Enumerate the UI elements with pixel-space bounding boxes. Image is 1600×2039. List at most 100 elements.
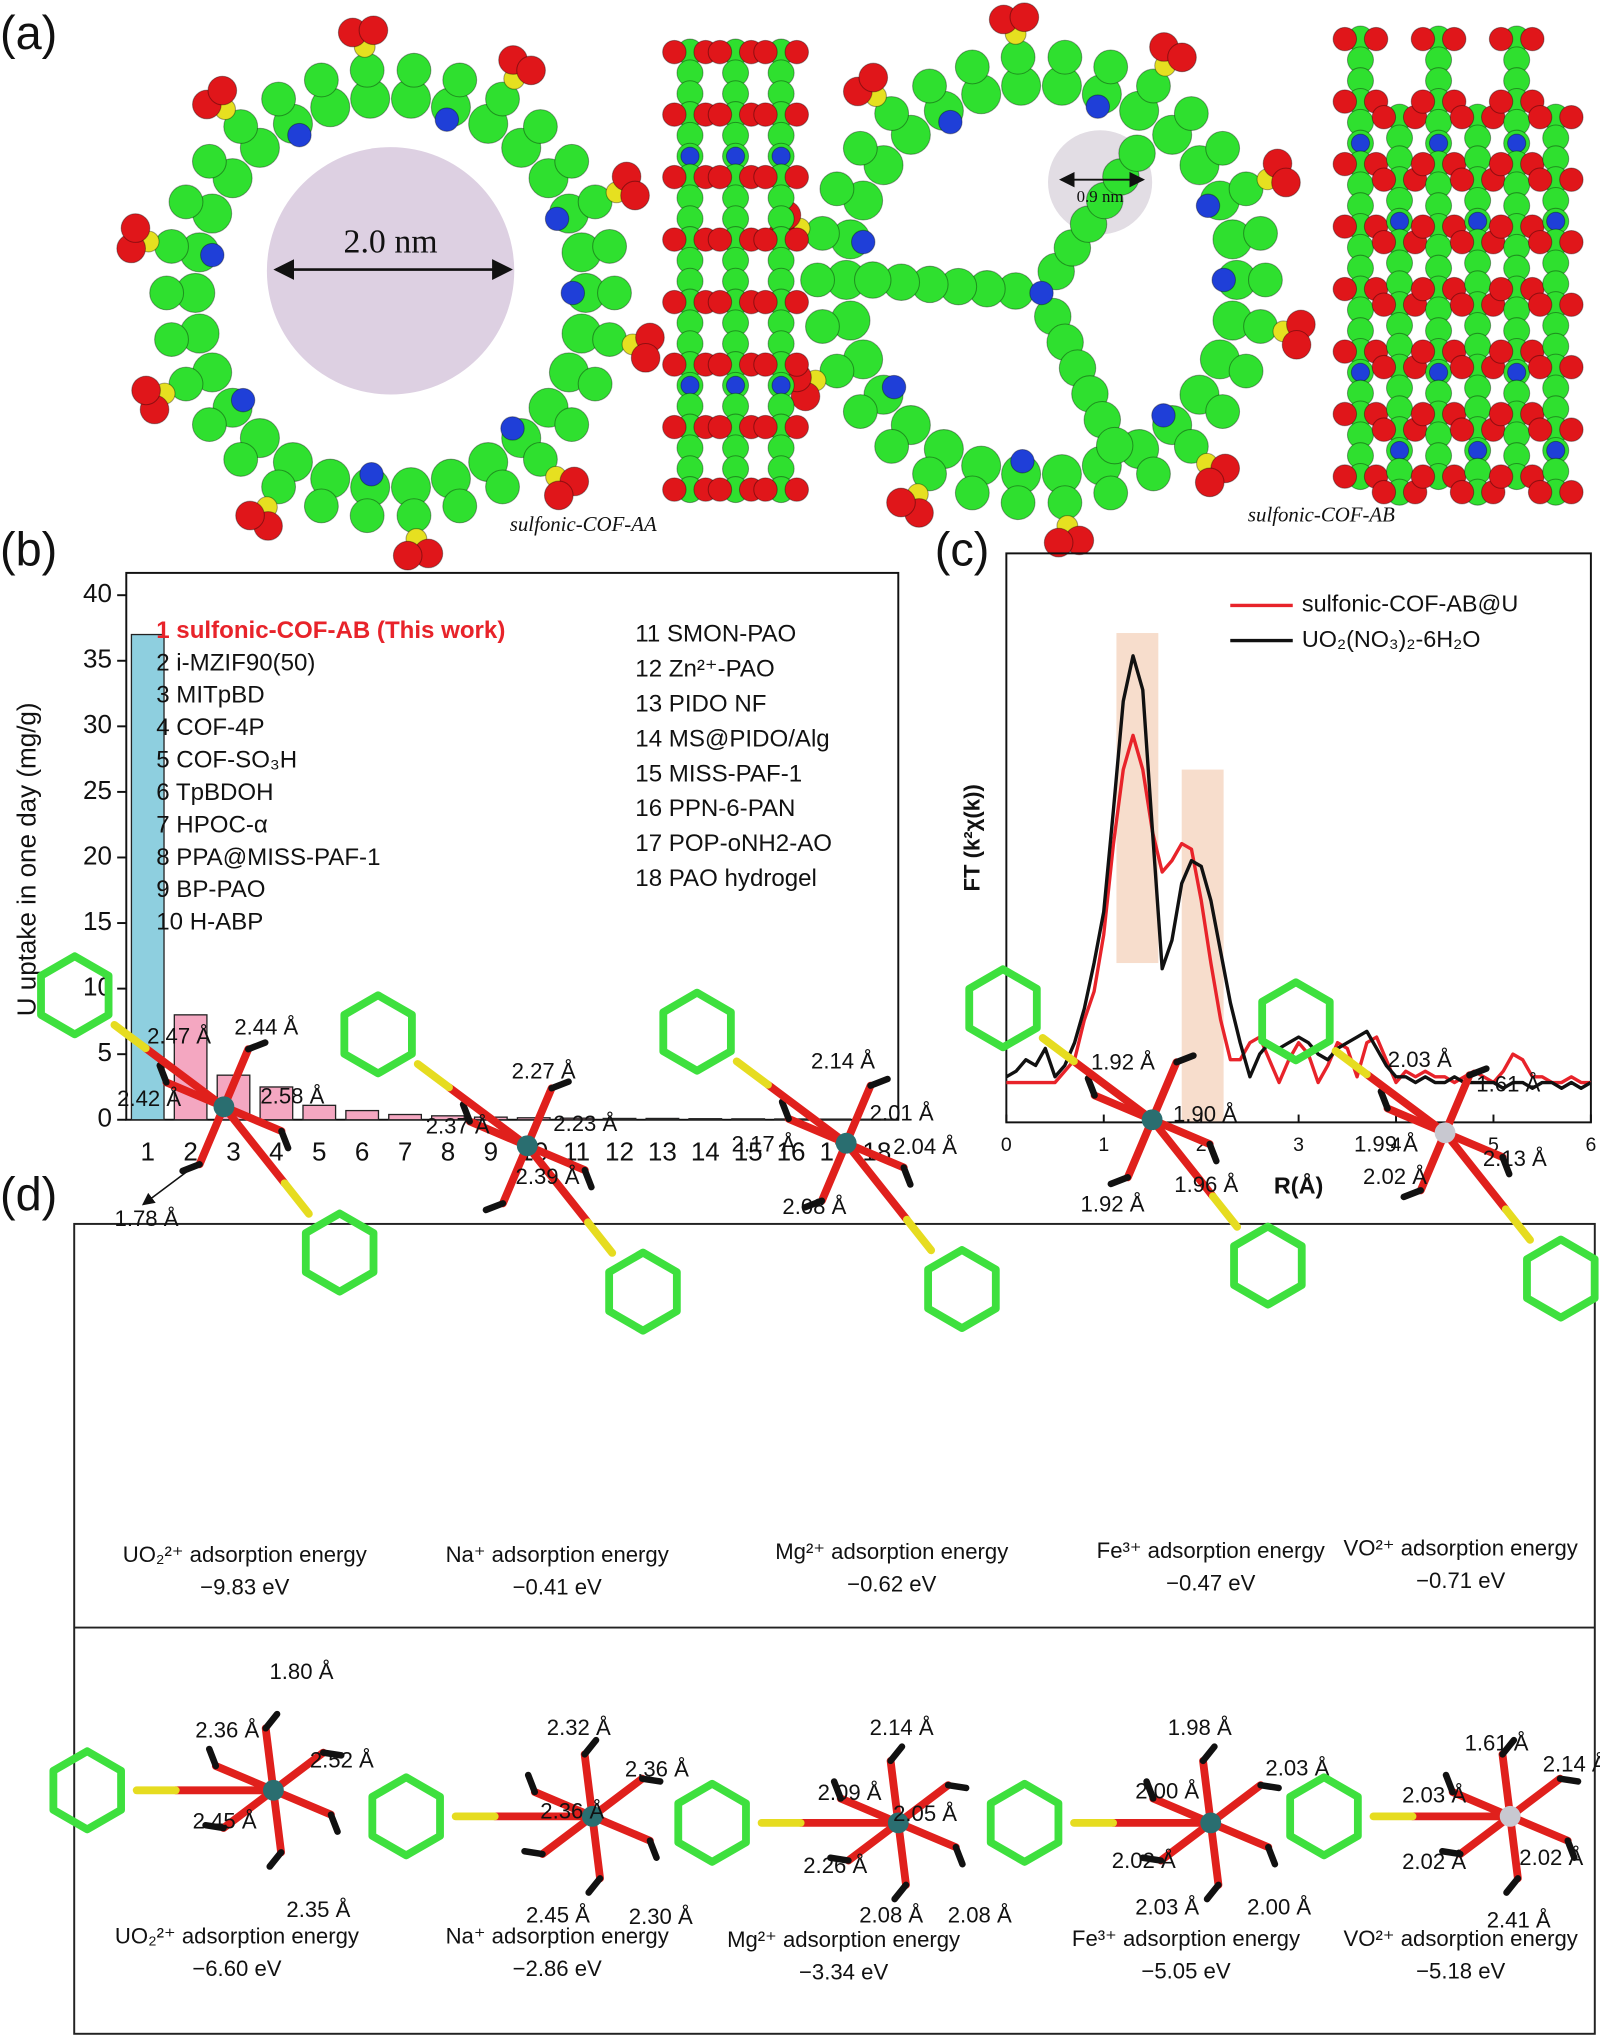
legend-entry: 16 PPN-6-PAN bbox=[635, 795, 795, 822]
phenyl-ring bbox=[1230, 1222, 1306, 1309]
atom bbox=[230, 387, 256, 413]
atom bbox=[1559, 479, 1584, 505]
atom bbox=[1047, 39, 1083, 75]
atom bbox=[1559, 417, 1584, 442]
x-tick-label: 4 bbox=[269, 1136, 283, 1166]
atom bbox=[725, 146, 746, 166]
atom bbox=[662, 289, 687, 315]
bond bbox=[584, 1218, 617, 1257]
bond bbox=[1442, 1771, 1456, 1796]
bond bbox=[900, 1164, 914, 1188]
bond bbox=[327, 1811, 341, 1835]
atom bbox=[1205, 394, 1241, 430]
bond bbox=[459, 1101, 473, 1125]
bond-length: 1.61 Å bbox=[1476, 1072, 1540, 1097]
atom bbox=[753, 414, 778, 440]
atom bbox=[707, 352, 733, 377]
bar bbox=[516, 1117, 551, 1121]
legend-entry: 11 SMON-PAO bbox=[635, 621, 796, 648]
atom bbox=[1136, 456, 1171, 492]
metal-center bbox=[213, 1096, 235, 1118]
atom bbox=[784, 289, 809, 315]
atom bbox=[1559, 292, 1584, 317]
atom bbox=[1151, 403, 1176, 428]
plot-frame bbox=[125, 571, 900, 1121]
bond-length: 2.26 Å bbox=[803, 1853, 867, 1878]
bond bbox=[1499, 1153, 1513, 1178]
atom bbox=[1271, 167, 1301, 198]
atom bbox=[881, 374, 907, 400]
atom bbox=[1363, 26, 1389, 52]
energy: −6.60 eV bbox=[192, 1956, 281, 1981]
bar bbox=[645, 1117, 680, 1121]
bond bbox=[867, 1075, 891, 1089]
bond-length: 2.58 Å bbox=[260, 1083, 324, 1108]
atom bbox=[842, 130, 878, 166]
atom bbox=[707, 289, 733, 315]
bar bbox=[602, 1117, 637, 1121]
bond-length: 2.52 Å bbox=[310, 1748, 374, 1773]
bond-length: 2.13 Å bbox=[1483, 1146, 1547, 1171]
legend-entry: 12 Zn²⁺-PAO bbox=[635, 656, 774, 683]
atom bbox=[131, 375, 161, 406]
atom bbox=[842, 394, 878, 430]
bond-length: 2.44 Å bbox=[234, 1014, 298, 1039]
bond-length: 2.03 Å bbox=[1135, 1895, 1199, 1920]
bond bbox=[891, 1881, 910, 1903]
atom bbox=[154, 322, 189, 357]
bond-length: 1.96 Å bbox=[1174, 1172, 1238, 1197]
phenyl-ring bbox=[1523, 1235, 1599, 1322]
atom bbox=[753, 352, 778, 377]
bond-length: 2.36 Å bbox=[540, 1798, 604, 1823]
atom bbox=[1488, 214, 1514, 239]
x-tick-label: 1 bbox=[1098, 1134, 1109, 1156]
bond bbox=[646, 1837, 660, 1861]
y-axis-label: FT (k²χ(k)) bbox=[960, 784, 985, 891]
atom bbox=[1546, 440, 1566, 461]
atom bbox=[707, 227, 733, 252]
bond-length: 2.05 Å bbox=[893, 1801, 957, 1826]
y-tick-label: 15 bbox=[83, 906, 112, 936]
bond-length: 1.92 Å bbox=[1081, 1192, 1145, 1217]
caption: Na⁺ adsorption energy bbox=[446, 1542, 670, 1567]
atom bbox=[850, 229, 876, 255]
atom bbox=[235, 500, 265, 531]
bond bbox=[588, 1774, 647, 1821]
atom bbox=[1410, 276, 1436, 302]
atom bbox=[854, 261, 892, 299]
legend-entry: 8 PPA@MISS-PAF-1 bbox=[156, 844, 380, 871]
energy: −2.86 eV bbox=[513, 1956, 602, 1981]
bond-length: 2.02 Å bbox=[1112, 1848, 1176, 1873]
atom bbox=[149, 275, 185, 311]
atom bbox=[771, 146, 791, 166]
bond-length: 2.09 Å bbox=[818, 1780, 882, 1805]
panel-label: (d) bbox=[0, 1168, 57, 1220]
bar bbox=[431, 1115, 465, 1121]
atom bbox=[1410, 26, 1436, 52]
bond-length: 2.02 Å bbox=[1519, 1845, 1583, 1870]
bond bbox=[202, 1821, 227, 1832]
atom bbox=[358, 15, 389, 46]
phenyl-ring bbox=[965, 965, 1041, 1052]
bond bbox=[1107, 1174, 1132, 1188]
atom bbox=[1118, 134, 1156, 173]
atom bbox=[396, 498, 432, 534]
legend-entry: 6 TpBDOH bbox=[156, 779, 273, 806]
bond-length: 1.78 Å bbox=[115, 1206, 179, 1231]
atom bbox=[874, 96, 910, 131]
atom bbox=[912, 68, 947, 104]
atom bbox=[662, 352, 687, 377]
atom bbox=[442, 488, 478, 524]
atom bbox=[680, 146, 700, 166]
bond-length: 2.03 Å bbox=[1388, 1047, 1452, 1072]
legend-entry: 1 sulfonic-COF-AB (This work) bbox=[156, 617, 505, 644]
atom bbox=[1371, 229, 1397, 255]
atom bbox=[1488, 276, 1514, 302]
bond bbox=[1506, 1774, 1564, 1821]
phenyl-ring bbox=[49, 1747, 125, 1834]
bond bbox=[1448, 1788, 1515, 1821]
bond bbox=[1206, 1781, 1265, 1827]
atom bbox=[1281, 329, 1312, 360]
atom bbox=[1410, 401, 1436, 427]
